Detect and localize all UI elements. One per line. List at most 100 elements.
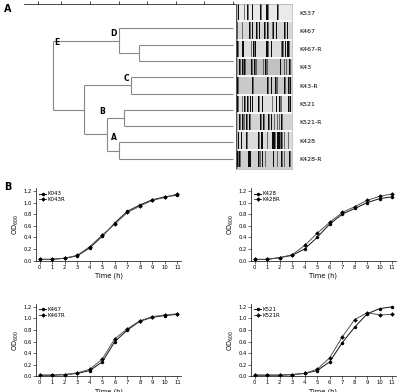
- K521: [327, 359, 332, 364]
- X-axis label: Time (h): Time (h): [94, 272, 122, 279]
- Legend: K521, K521R: K521, K521R: [254, 307, 281, 319]
- Line: K521R: K521R: [253, 311, 394, 377]
- K428: [390, 194, 395, 199]
- K467R: [37, 373, 42, 377]
- Legend: K467, K467R: K467, K467R: [39, 307, 66, 319]
- K467R: [138, 318, 142, 323]
- K043: [100, 234, 105, 239]
- K043R: [125, 210, 130, 215]
- K467R: [112, 336, 117, 341]
- K428R: [290, 252, 294, 257]
- K043R: [112, 222, 117, 227]
- Text: K467: K467: [299, 29, 315, 34]
- K428: [352, 206, 357, 211]
- K521: [302, 371, 307, 376]
- K043R: [150, 198, 155, 203]
- K428R: [265, 257, 270, 262]
- K467R: [50, 373, 55, 377]
- K428R: [315, 231, 320, 236]
- K521: [340, 340, 344, 345]
- K467: [138, 319, 142, 324]
- K467R: [125, 327, 130, 331]
- K467R: [75, 370, 80, 375]
- Line: K043: K043: [38, 194, 179, 261]
- Text: K467-R: K467-R: [299, 47, 322, 52]
- K521: [265, 373, 270, 377]
- K467: [88, 368, 92, 373]
- K467R: [100, 357, 105, 361]
- K521: [377, 306, 382, 311]
- K467: [37, 373, 42, 377]
- X-axis label: Time (h): Time (h): [94, 388, 122, 392]
- K043R: [37, 257, 42, 262]
- Text: A: A: [4, 4, 12, 14]
- K043: [112, 221, 117, 225]
- Text: K43-R: K43-R: [299, 84, 318, 89]
- K467R: [162, 312, 167, 317]
- K428: [377, 196, 382, 201]
- Legend: K428, K428R: K428, K428R: [254, 191, 281, 203]
- K043R: [100, 233, 105, 238]
- K428: [340, 212, 344, 216]
- K428R: [390, 192, 395, 196]
- K428R: [277, 255, 282, 260]
- K521R: [252, 373, 257, 377]
- K043: [125, 209, 130, 214]
- K467: [175, 312, 180, 317]
- K043R: [75, 253, 80, 258]
- K428R: [377, 194, 382, 199]
- K043: [37, 257, 42, 262]
- K428: [290, 253, 294, 258]
- K043: [62, 256, 67, 261]
- Text: C: C: [124, 74, 130, 83]
- K043R: [88, 244, 92, 249]
- K521R: [315, 367, 320, 372]
- Line: K043R: K043R: [38, 192, 179, 261]
- K428R: [327, 220, 332, 225]
- K043: [175, 193, 180, 198]
- K428R: [252, 257, 257, 262]
- Text: K428: K428: [299, 139, 315, 143]
- K521: [352, 325, 357, 329]
- K467R: [150, 314, 155, 319]
- K521: [390, 305, 395, 309]
- K521R: [377, 312, 382, 317]
- K043: [162, 194, 167, 199]
- Text: K43: K43: [299, 65, 312, 71]
- K467: [150, 315, 155, 319]
- Text: D: D: [110, 29, 117, 38]
- K043R: [138, 204, 142, 209]
- K428R: [340, 210, 344, 215]
- K428: [265, 257, 270, 262]
- Text: K537: K537: [299, 11, 315, 16]
- K043: [150, 198, 155, 202]
- K521R: [277, 373, 282, 377]
- K467: [112, 339, 117, 344]
- K043R: [50, 257, 55, 262]
- K467: [100, 359, 105, 364]
- Line: K428: K428: [253, 195, 394, 261]
- K521R: [390, 312, 395, 317]
- Y-axis label: OD$_{600}$: OD$_{600}$: [225, 214, 236, 235]
- K428: [302, 247, 307, 251]
- K467R: [175, 311, 180, 316]
- Text: Isolates: Isolates: [299, 0, 331, 1]
- Line: K521: K521: [253, 305, 394, 377]
- K521R: [265, 373, 270, 377]
- K521R: [340, 335, 344, 339]
- K043R: [162, 195, 167, 200]
- X-axis label: Time (h): Time (h): [310, 388, 338, 392]
- K521: [315, 368, 320, 373]
- K521R: [365, 310, 370, 315]
- K467: [50, 373, 55, 377]
- K521: [290, 372, 294, 377]
- K428: [252, 257, 257, 262]
- X-axis label: Time (h): Time (h): [310, 272, 338, 279]
- K428R: [352, 204, 357, 209]
- K428: [315, 235, 320, 240]
- K521R: [302, 371, 307, 376]
- K467: [62, 372, 67, 377]
- Y-axis label: OD$_{600}$: OD$_{600}$: [10, 330, 21, 350]
- Text: E: E: [54, 38, 59, 47]
- K467: [125, 328, 130, 332]
